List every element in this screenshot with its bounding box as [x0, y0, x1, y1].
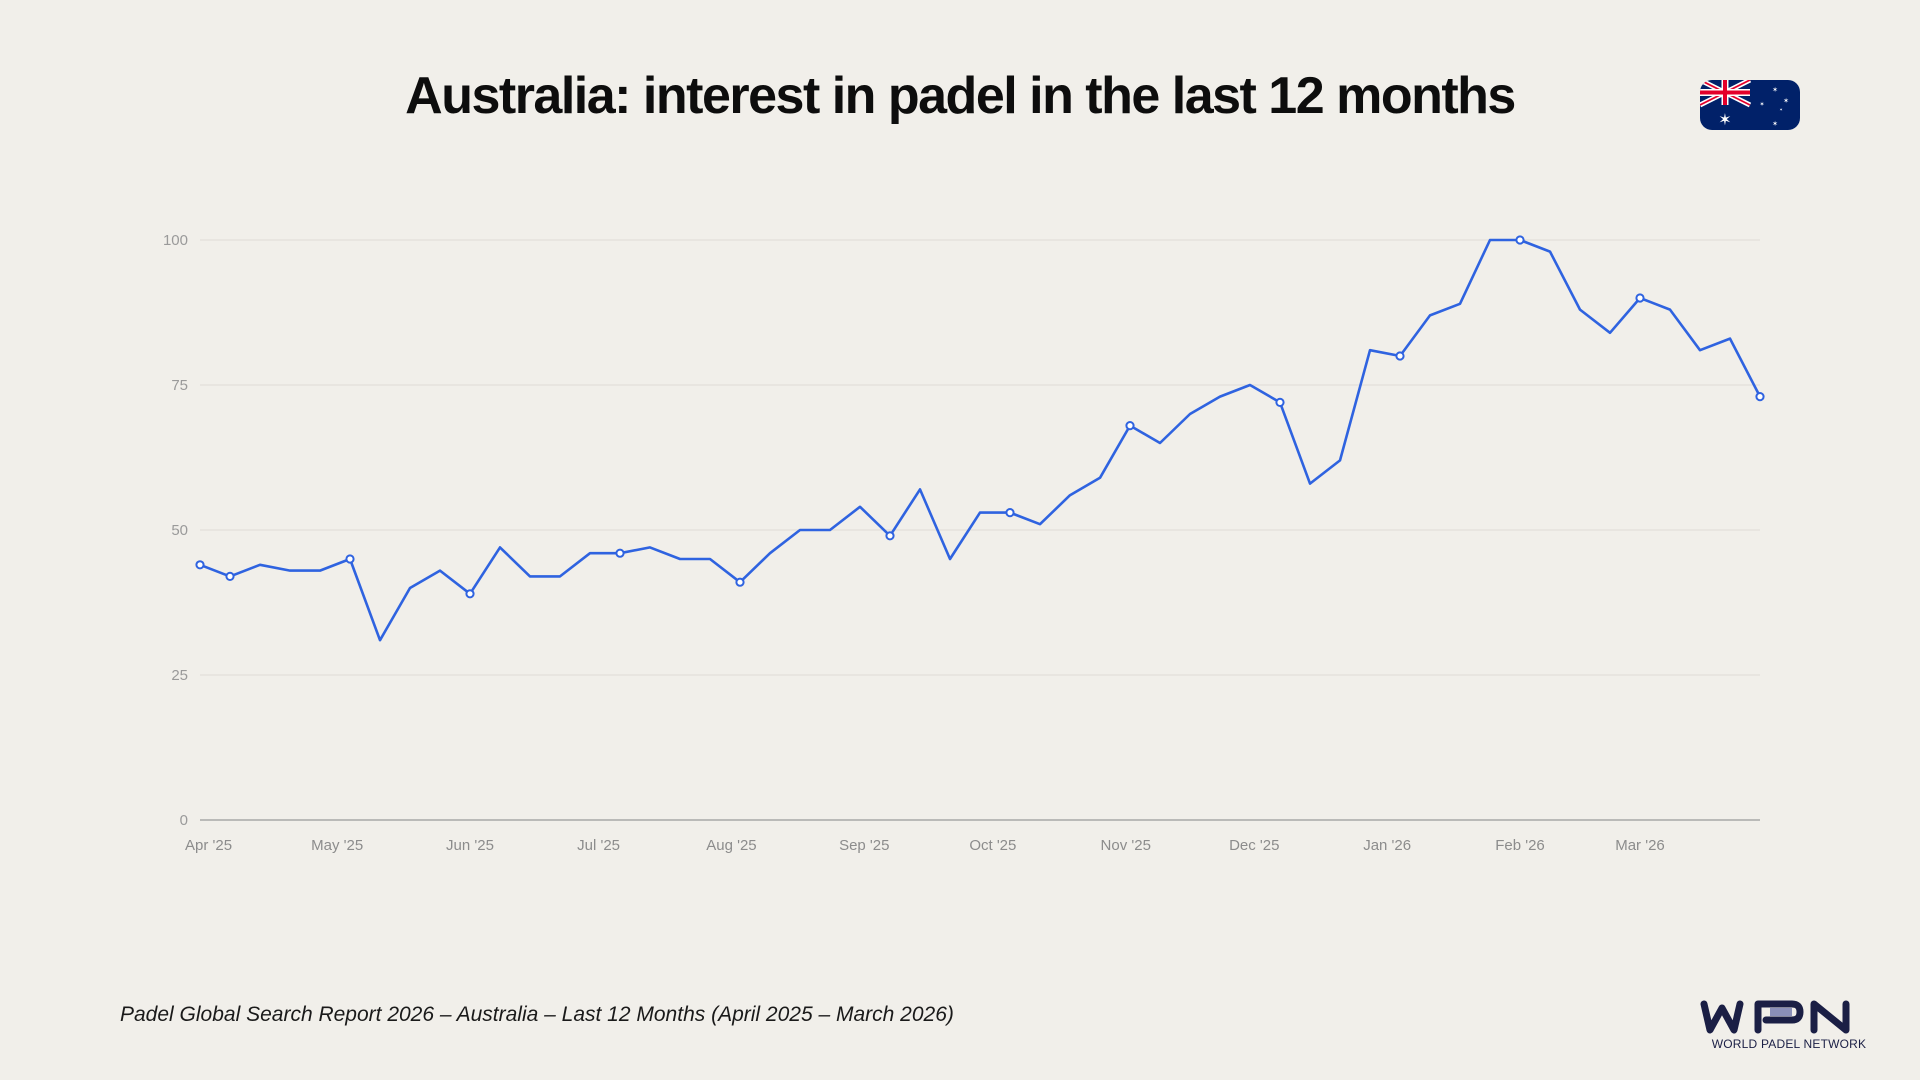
line-chart: 0 25 50 75 100 Apr '25 May '25 Jun '25 Jul '25 A… [163, 232, 1765, 854]
data-point [465, 589, 475, 599]
y-tick-label: 100 [163, 232, 188, 249]
data-point [1125, 421, 1135, 431]
australia-flag-icon: ✶ ✶ ✶ ✶ ✶ ✶ [1700, 80, 1800, 130]
data-point [225, 571, 235, 582]
series-line [199, 238, 1762, 642]
footnote: Padel Global Search Report 2026 – Austra… [120, 1003, 954, 1026]
data-point [195, 560, 205, 570]
svg-text:WORLD PADEL NETWORK: WORLD PADEL NETWORK [1712, 1037, 1866, 1051]
x-tick-label: Mar '26 [1615, 837, 1665, 854]
data-point [1275, 397, 1285, 407]
x-tick-label: Feb '26 [1495, 837, 1545, 854]
svg-text:✶: ✶ [1779, 107, 1782, 112]
x-tick-label: Jul '25 [577, 837, 620, 854]
wpn-logo: WORLD PADEL NETWORK [1700, 1000, 1866, 1051]
y-tick-label: 50 [171, 522, 188, 539]
data-point [615, 548, 625, 558]
x-tick-label: Oct '25 [969, 837, 1016, 854]
svg-text:✶: ✶ [1772, 86, 1778, 94]
data-point [1395, 351, 1405, 361]
data-point [1515, 235, 1525, 245]
y-tick-label: 25 [171, 667, 188, 684]
svg-text:✶: ✶ [1772, 120, 1778, 128]
y-tick-label: 0 [180, 812, 188, 829]
x-tick-label: Jun '25 [446, 837, 494, 854]
x-tick-label: Aug '25 [706, 837, 756, 854]
y-tick-label: 75 [171, 377, 188, 394]
x-tick-label: May '25 [311, 837, 363, 854]
svg-text:✶: ✶ [1718, 110, 1731, 129]
x-tick-label: Jan '26 [1363, 837, 1411, 854]
svg-text:✶: ✶ [1759, 101, 1764, 108]
x-tick-label: Sep '25 [839, 837, 889, 854]
data-point [735, 577, 745, 587]
data-point [885, 531, 895, 541]
data-point [1755, 392, 1765, 402]
data-point [1635, 293, 1645, 303]
svg-text:✶: ✶ [1783, 97, 1789, 105]
x-tick-label: Apr '25 [185, 837, 232, 854]
chart-title: Australia: interest in padel in the last… [405, 67, 1516, 125]
data-point [345, 554, 355, 564]
data-point [1005, 507, 1015, 518]
x-tick-label: Dec '25 [1229, 837, 1279, 854]
x-tick-label: Nov '25 [1101, 837, 1151, 854]
